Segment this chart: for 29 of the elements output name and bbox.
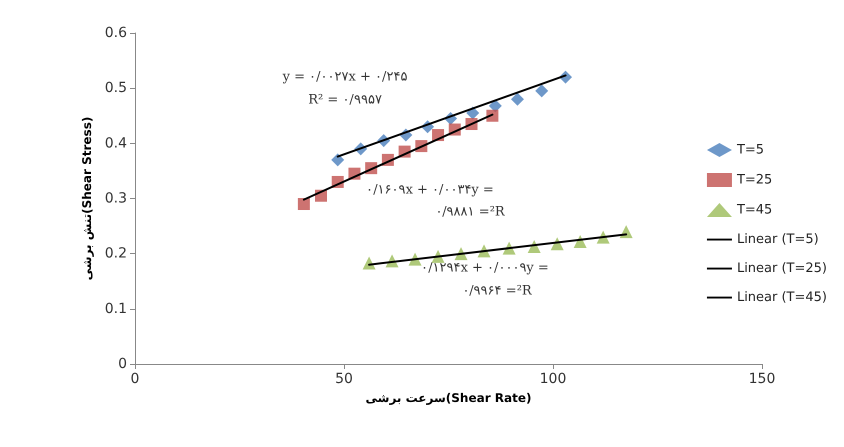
- point: [535, 84, 548, 98]
- y-axis-title: تنش برشی(Shear Stress): [80, 116, 94, 280]
- legend-label: T=5: [736, 142, 764, 158]
- annotation: ۰/۱۲۹۴x + ۰/۰۰۰۹y =: [421, 260, 549, 276]
- y-tick-label: 0.4: [104, 135, 128, 152]
- annotation: ۰/۱۶۰۹x + ۰/۰۰۳۴y =: [366, 182, 494, 198]
- x-tick-label: 50: [335, 371, 353, 387]
- x-tick-label: 100: [540, 371, 566, 387]
- y-tick-label: 0: [118, 356, 127, 372]
- x-axis-title: سرعت برشی(Shear Rate): [366, 391, 532, 405]
- point: [298, 198, 310, 210]
- y-tick-label: 0.5: [104, 80, 127, 96]
- annotation: y = ۰/۰۰۲۷x + ۰/۲۴۵: [282, 70, 408, 84]
- annotation: ۰/۹۸۸۱ =²R: [435, 204, 506, 220]
- y-tick-label: 0.3: [104, 190, 127, 206]
- y-tick-label: 0.6: [104, 25, 128, 41]
- legend-label: T=25: [736, 172, 772, 188]
- legend-label: Linear (T=45): [736, 290, 828, 305]
- annotation: ۰/۹۹۶۴ =²R: [462, 284, 533, 298]
- legend-label: Linear (T=25): [736, 261, 828, 276]
- y-tick-label: 0.2: [104, 246, 127, 262]
- annotation: R² = ۰/۹۹۵۷: [308, 92, 382, 108]
- x-tick-label: 150: [748, 371, 776, 387]
- y-tick-label: 0.1: [104, 300, 127, 317]
- legend-label: T=45: [736, 202, 772, 218]
- point: [331, 153, 344, 166]
- point: [510, 92, 524, 106]
- legend-label: Linear (T=5): [736, 232, 819, 247]
- x-tick-label: 0: [130, 371, 140, 387]
